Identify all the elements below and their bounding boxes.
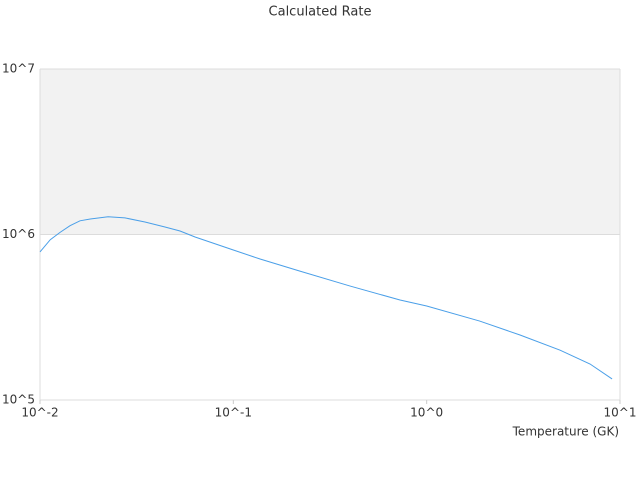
plot-band — [40, 69, 620, 235]
data-line — [39, 216, 613, 380]
y-tick-label: 10^5 — [2, 393, 35, 407]
y-tick-label: 10^7 — [2, 62, 35, 76]
x-tick-label: 10^-2 — [21, 406, 58, 420]
x-tick-label: 10^1 — [604, 406, 637, 420]
x-axis-title: Temperature (GK) — [512, 425, 619, 439]
chart-title: Calculated Rate — [269, 5, 372, 20]
x-tick-label: 10^0 — [410, 406, 443, 420]
y-tick-label: 10^6 — [2, 227, 35, 241]
x-tick-label: 10^-1 — [215, 406, 252, 420]
